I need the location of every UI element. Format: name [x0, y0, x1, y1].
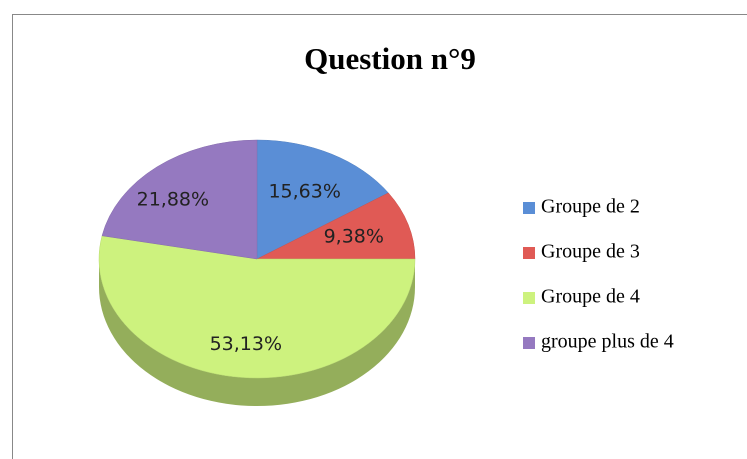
chart-title: Question n°9 [304, 41, 476, 76]
pie-side [98, 259, 415, 407]
legend-swatch [523, 292, 535, 304]
pie-slice [256, 139, 389, 260]
data-label: 15,63% [268, 180, 340, 202]
data-label: 21,88% [137, 189, 209, 211]
legend-swatch [523, 247, 535, 259]
legend-label: Groupe de 4 [541, 286, 640, 308]
pie-slice [98, 235, 416, 379]
legend-swatch [523, 337, 535, 349]
pie-slice [256, 192, 416, 260]
legend-label: groupe plus de 4 [541, 331, 674, 353]
data-label: 53,13% [210, 333, 282, 355]
pie-slice [101, 139, 258, 260]
data-label: 9,38% [324, 225, 384, 247]
legend-label: Groupe de 3 [541, 241, 640, 263]
legend-label: Groupe de 2 [541, 196, 640, 218]
legend-swatch [523, 202, 535, 214]
